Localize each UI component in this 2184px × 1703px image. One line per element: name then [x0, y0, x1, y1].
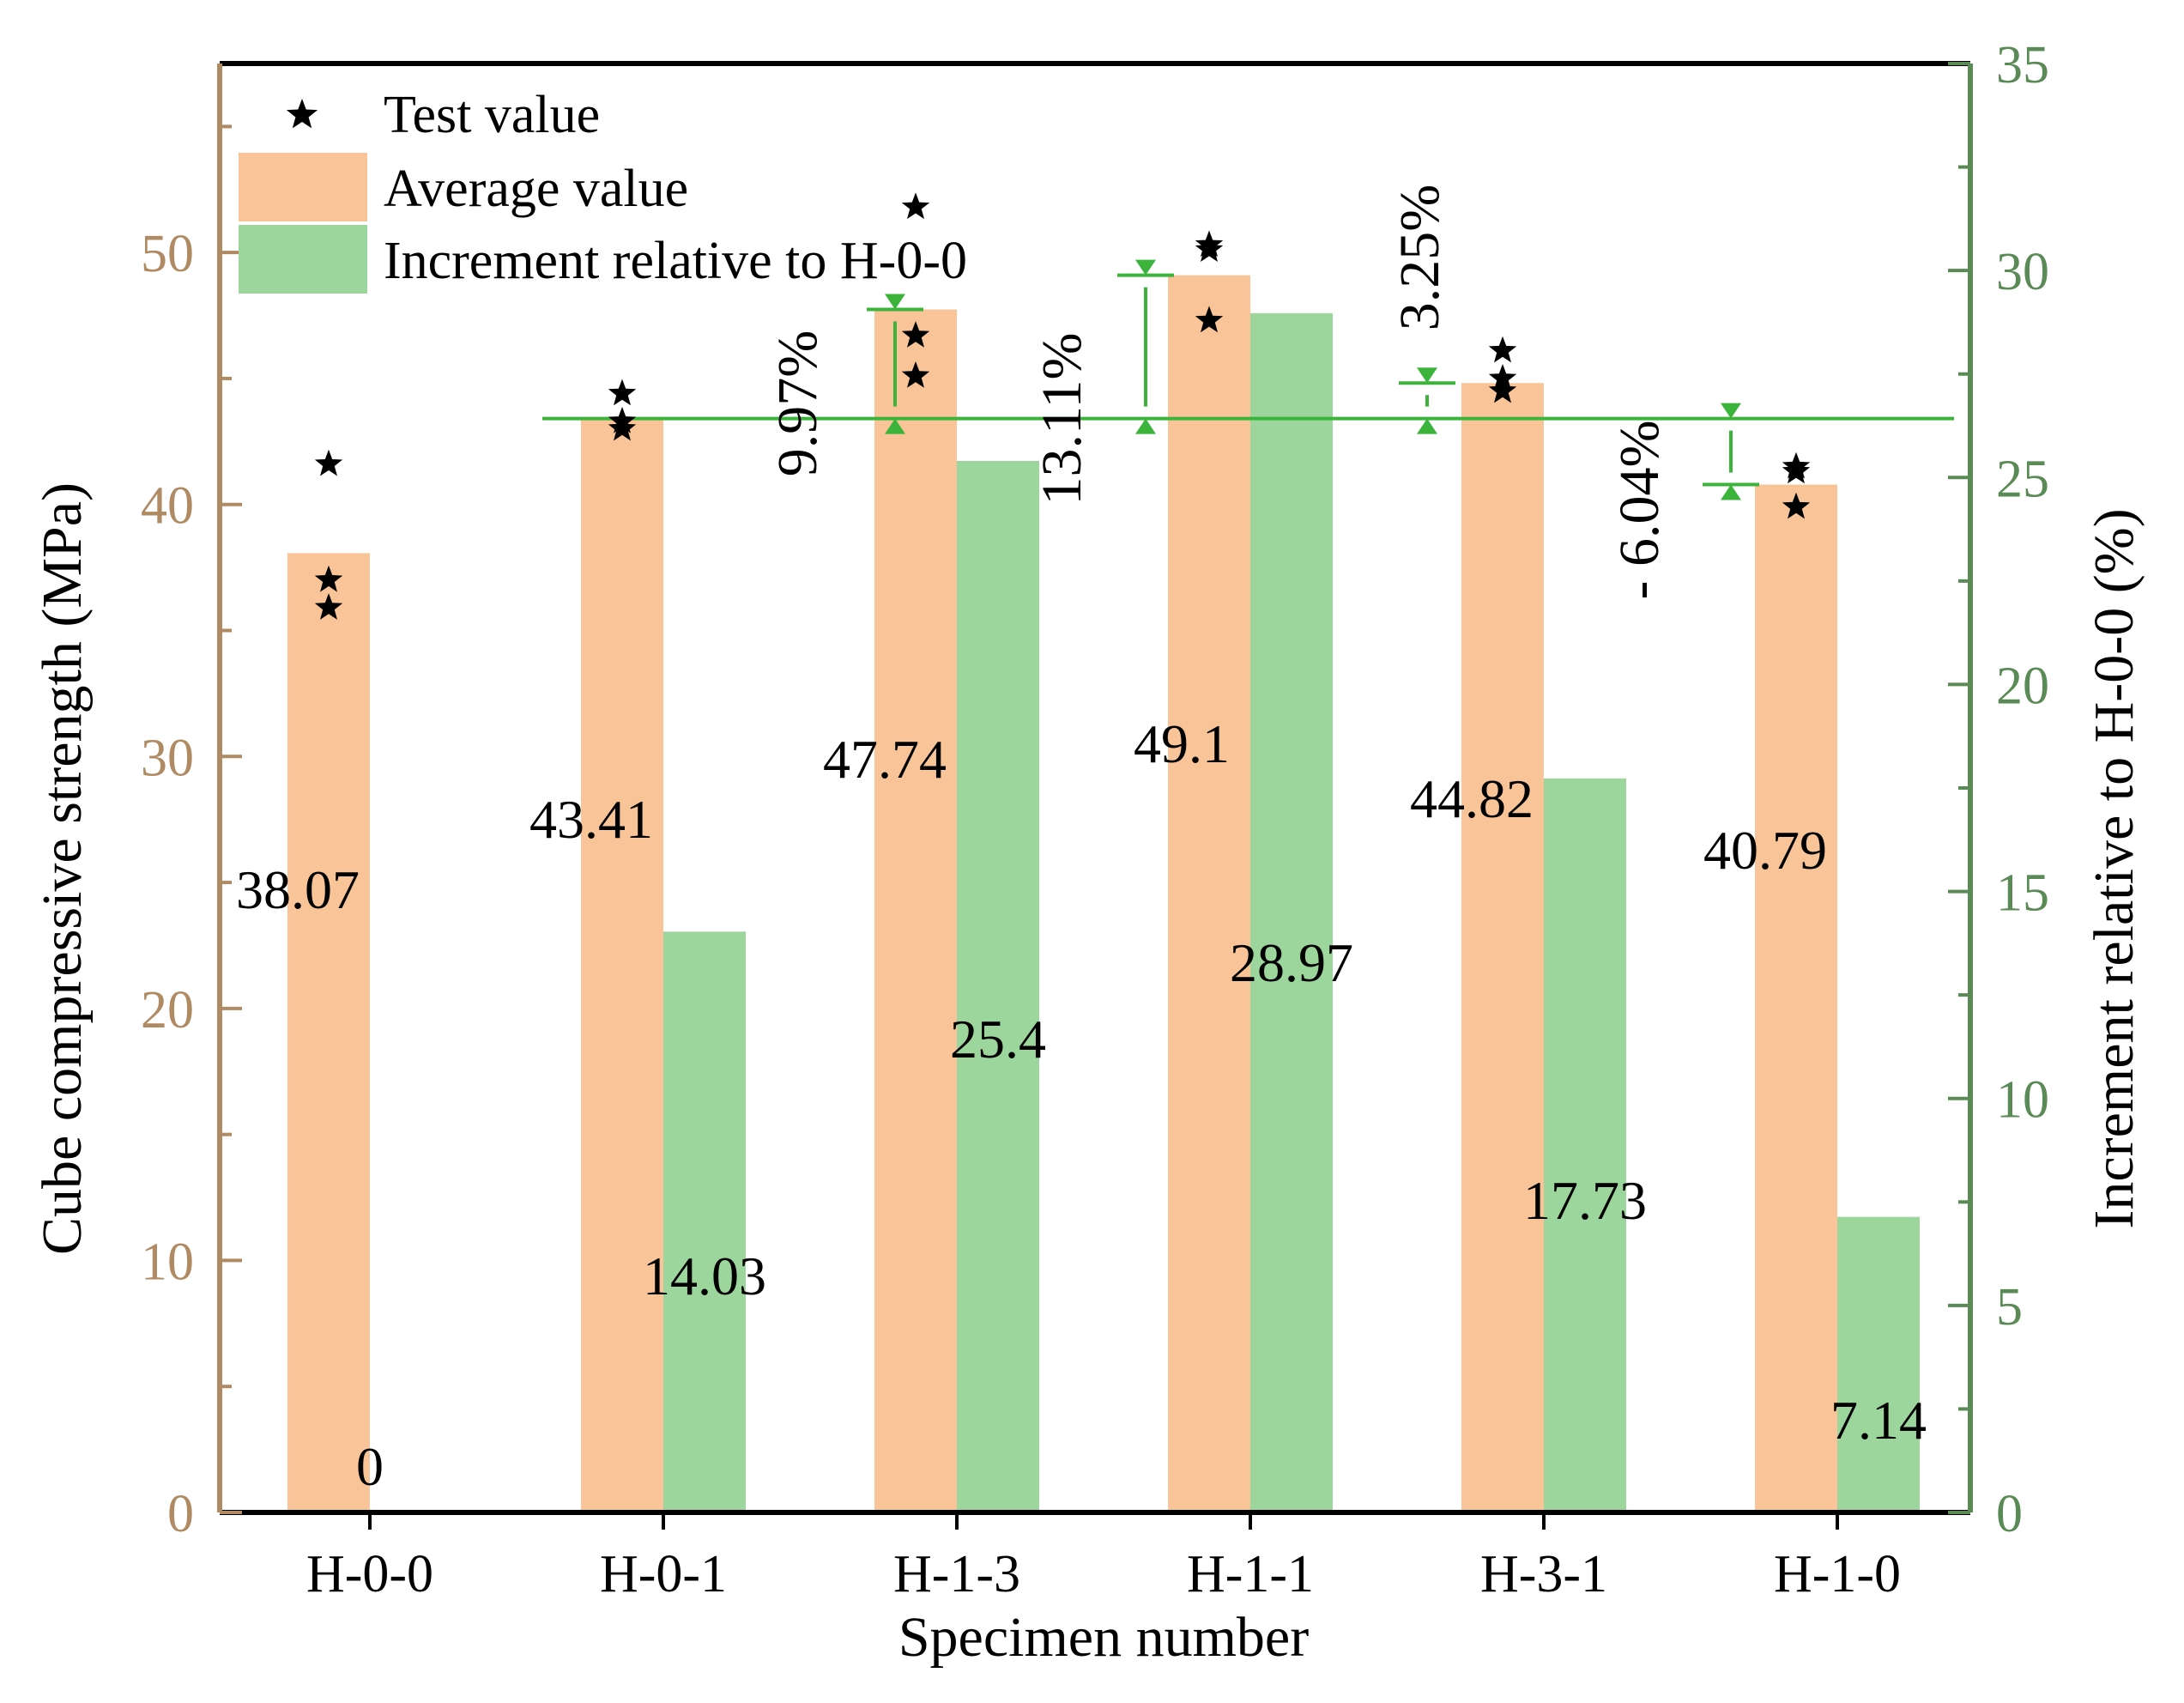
average-bar-H-0-1	[581, 418, 663, 1512]
increment-value-label-H-1-3: 25.4	[950, 1009, 1046, 1070]
annotation-arrow-bottom-H-1-0	[1721, 403, 1741, 419]
test-value-star-H-0-1-3	[608, 414, 637, 441]
test-value-markers	[314, 192, 1811, 620]
increment-value-label-H-1-1: 28.97	[1230, 932, 1353, 993]
average-bar-H-1-0	[1755, 484, 1837, 1512]
increment-value-label-H-0-0: 0	[356, 1436, 384, 1497]
right-tick-label-5: 5	[1996, 1278, 2023, 1336]
x-tick-label-H-1-0: H-1-0	[1774, 1545, 1901, 1603]
annotation-arrow-bottom-H-3-1	[1417, 418, 1437, 434]
annotation-arrow-top-H-3-1	[1417, 367, 1437, 384]
x-tick-label-H-0-0: H-0-0	[306, 1545, 433, 1603]
test-value-star-H-1-1-2	[1195, 235, 1224, 262]
annotation-label-H-1-3: 9.97%	[766, 330, 829, 476]
average-bar-H-1-3	[874, 309, 957, 1512]
increment-bars	[663, 312, 1920, 1512]
x-tick-label-H-1-3: H-1-3	[893, 1545, 1020, 1603]
legend-label-average-value: Average value	[384, 160, 688, 218]
average-value-label-H-3-1: 44.82	[1410, 768, 1534, 829]
left-tick-label-10: 10	[141, 1233, 194, 1291]
increment-bar-H-0-1	[663, 931, 746, 1512]
right-tick-label-35: 35	[1996, 36, 2049, 94]
left-tick-label-0: 0	[167, 1485, 194, 1543]
x-tick-label-H-3-1: H-3-1	[1480, 1545, 1607, 1603]
annotation-arrow-top-H-1-0	[1721, 484, 1741, 500]
increment-bar-H-1-1	[1250, 312, 1333, 1512]
increment-value-label-H-0-1: 14.03	[643, 1245, 766, 1306]
test-value-star-H-1-0-2	[1782, 457, 1811, 484]
legend-label-increment: Increment relative to H-0-0	[384, 232, 967, 290]
annotation-label-H-1-0: - 6.04%	[1608, 421, 1671, 600]
left-tick-label-20: 20	[141, 981, 194, 1039]
axes: 0 10 20 30 40 50 0 5 10 15 20 25 30 35 H-0-0 H-0-1 H-1-3…	[141, 36, 2049, 1603]
data-labels: 38.07 0 43.41 14.03 47.74 25.4 49.1 28.97 44.82 1…	[236, 713, 1927, 1497]
average-bars	[287, 275, 1837, 1513]
test-value-star-H-0-1-1	[608, 379, 637, 406]
increment-value-label-H-1-0: 7.14	[1830, 1390, 1927, 1451]
y-axis-title-left: Cube compressive strength (MPa)	[31, 482, 94, 1255]
test-value-star-H-1-1-3	[1195, 306, 1224, 333]
legend-label-test-value: Test value	[384, 86, 600, 144]
average-bar-H-1-1	[1168, 275, 1250, 1513]
annotation-arrow-bottom-H-1-3	[885, 418, 905, 434]
annotation-arrow-top-H-1-3	[885, 294, 905, 310]
left-tick-label-40: 40	[141, 477, 194, 536]
x-tick-label-H-1-1: H-1-1	[1187, 1545, 1314, 1603]
average-bar-H-3-1	[1461, 383, 1544, 1512]
test-value-star-H-3-1-3	[1488, 376, 1517, 403]
reference-annotations: 9.97% 13.11% 3.25% - 6.04%	[542, 185, 1954, 600]
average-bar-H-0-0	[287, 553, 370, 1512]
legend-swatch-increment	[239, 225, 367, 294]
x-axis-title: Specimen number	[898, 1606, 1309, 1669]
left-tick-label-30: 30	[141, 729, 194, 787]
legend-star-icon	[286, 99, 318, 129]
average-value-label-H-1-1: 49.1	[1134, 713, 1230, 774]
annotation-label-H-3-1: 3.25%	[1388, 185, 1451, 330]
test-value-star-H-1-3-1	[901, 192, 930, 220]
test-value-star-H-3-1-1	[1488, 336, 1517, 363]
average-value-label-H-1-0: 40.79	[1703, 820, 1827, 881]
right-tick-label-0: 0	[1996, 1485, 2023, 1543]
increment-bar-H-3-1	[1544, 778, 1626, 1512]
average-value-label-H-0-0: 38.07	[236, 859, 360, 920]
test-value-star-H-1-3-2	[901, 321, 930, 348]
right-tick-label-25: 25	[1996, 450, 2049, 508]
left-tick-label-50: 50	[141, 225, 194, 283]
y-axis-title-right: Increment relative to H-0-0 (%)	[2083, 508, 2145, 1228]
annotation-arrow-top-H-1-1	[1135, 259, 1156, 276]
test-value-star-H-0-0-1	[314, 449, 343, 476]
test-value-star-H-0-0-2	[314, 565, 343, 592]
legend-swatch-average	[239, 153, 367, 221]
increment-bar-H-1-3	[957, 460, 1039, 1512]
annotation-arrow-bottom-H-1-1	[1135, 418, 1156, 434]
increment-value-label-H-3-1: 17.73	[1523, 1170, 1647, 1231]
right-tick-label-20: 20	[1996, 657, 2049, 715]
test-value-star-H-1-0-3	[1782, 492, 1811, 519]
right-tick-label-10: 10	[1996, 1071, 2049, 1130]
legend: Test value Average value Increment relat…	[239, 86, 967, 294]
test-value-star-H-0-0-3	[314, 593, 343, 620]
average-value-label-H-0-1: 43.41	[529, 789, 653, 850]
right-tick-label-15: 15	[1996, 864, 2049, 923]
test-value-star-H-1-3-3	[901, 361, 930, 388]
x-tick-label-H-0-1: H-0-1	[600, 1545, 727, 1603]
right-tick-label-30: 30	[1996, 243, 2049, 301]
average-value-label-H-1-3: 47.74	[823, 729, 947, 790]
annotation-label-H-1-1: 13.11%	[1031, 332, 1093, 505]
increment-bar-H-1-0	[1837, 1216, 1920, 1512]
